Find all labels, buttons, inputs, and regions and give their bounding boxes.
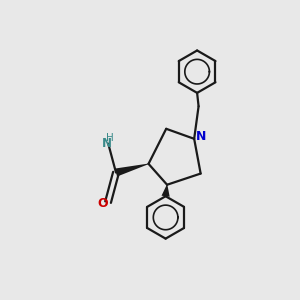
Polygon shape (115, 164, 148, 176)
Text: H: H (106, 134, 114, 143)
Text: N: N (196, 130, 206, 143)
Text: O: O (98, 197, 108, 210)
Polygon shape (161, 185, 170, 197)
Text: N: N (102, 137, 112, 150)
